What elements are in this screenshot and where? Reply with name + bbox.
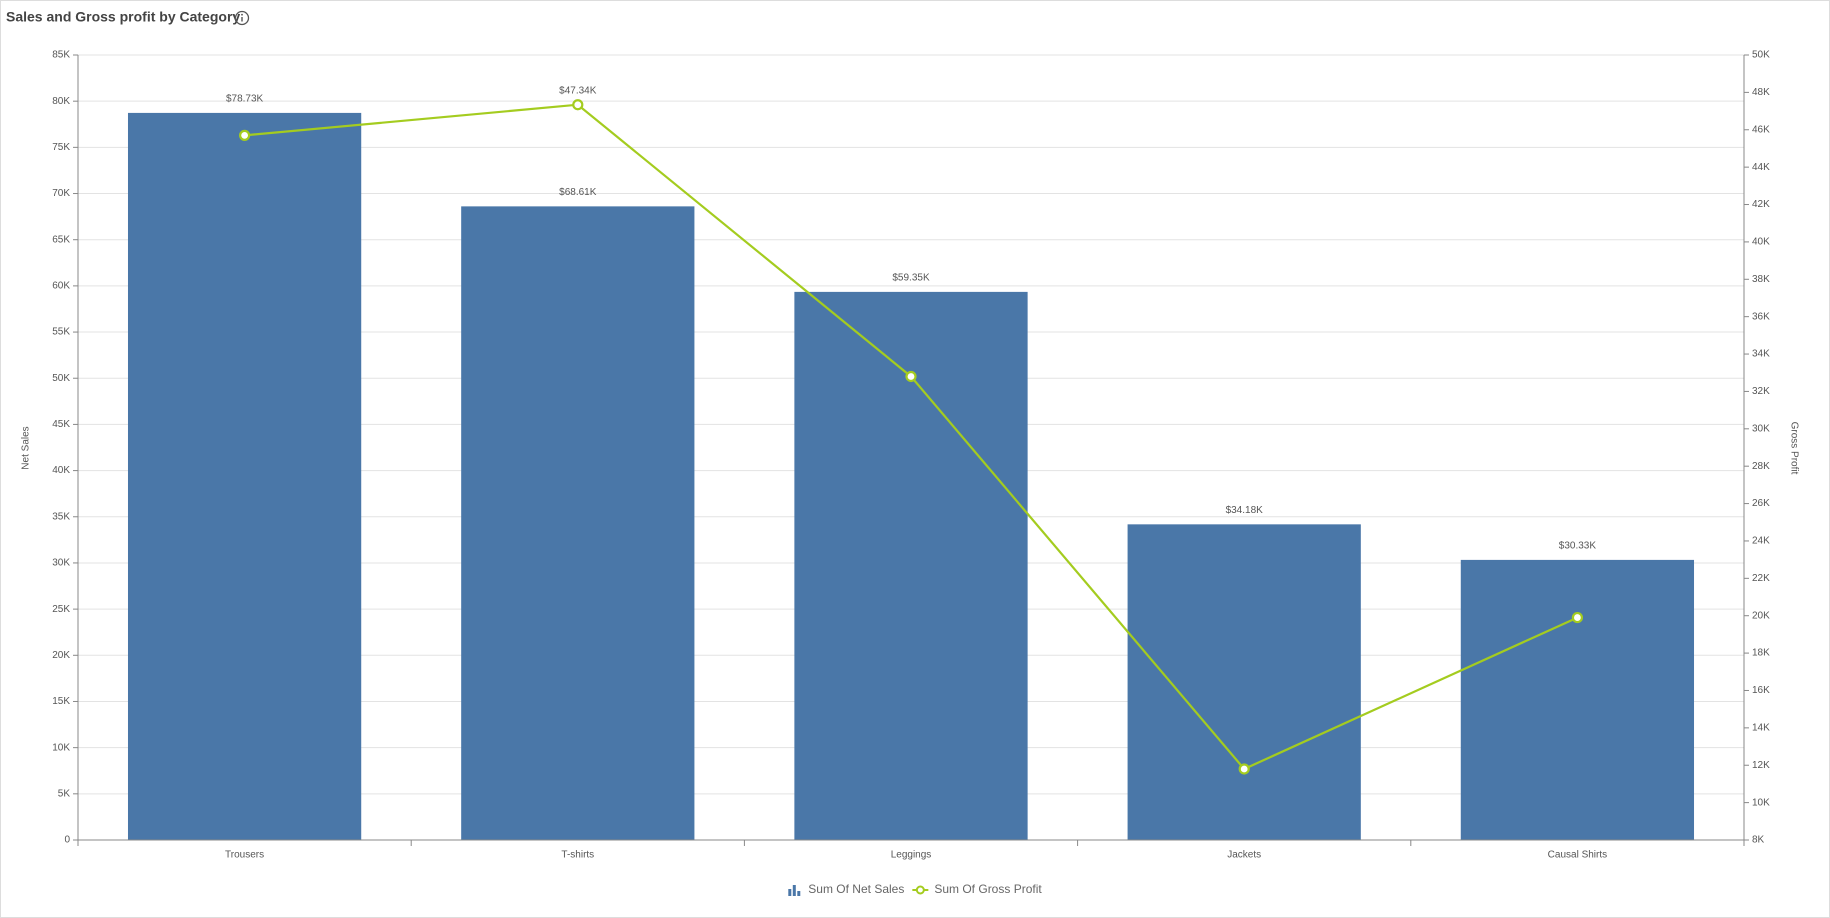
- y2-tick-label: 50K: [1752, 50, 1770, 61]
- y2-tick-label: 32K: [1752, 386, 1770, 397]
- y-tick-label: 80K: [52, 96, 70, 107]
- y-tick-label: 0: [64, 835, 70, 846]
- y2-tick-label: 40K: [1752, 237, 1770, 248]
- bar: [1460, 559, 1695, 840]
- y-tick-label: 15K: [52, 696, 70, 707]
- y2-tick-label: 26K: [1752, 498, 1770, 509]
- y-tick-label: 20K: [52, 650, 70, 661]
- legend-bar-icon: [797, 891, 801, 896]
- bar: [1127, 524, 1361, 840]
- y-tick-label: 60K: [52, 281, 70, 292]
- y2-tick-label: 12K: [1752, 760, 1770, 771]
- x-tick-label: Trousers: [225, 850, 264, 861]
- y2-tick-label: 20K: [1752, 610, 1770, 621]
- y2-tick-label: 48K: [1752, 87, 1770, 98]
- line-point: [239, 129, 251, 141]
- x-tick-label: Jackets: [1227, 850, 1261, 861]
- y-tick-label: 45K: [52, 419, 70, 430]
- y-axis-title: Net Sales: [21, 426, 32, 469]
- line-point: [905, 370, 917, 383]
- line-point: [1571, 611, 1584, 624]
- legend-item[interactable]: Sum Of Gross Profit: [912, 882, 1042, 896]
- y-tick-label: 10K: [52, 742, 70, 753]
- bar-value-label: $59.35K: [892, 273, 930, 284]
- y-tick-label: 70K: [52, 188, 70, 199]
- y2-tick-label: 28K: [1752, 461, 1770, 472]
- y-tick-label: 35K: [52, 511, 70, 522]
- legend-item[interactable]: Sum Of Net Sales: [788, 882, 904, 896]
- legend-label: Sum Of Net Sales: [808, 882, 904, 896]
- line-point: [572, 99, 584, 111]
- bar: [461, 206, 695, 841]
- y2-tick-label: 10K: [1752, 797, 1770, 808]
- y2-tick-label: 8K: [1752, 835, 1765, 846]
- line-point: [1238, 763, 1250, 775]
- x-tick-label: Causal Shirts: [1548, 850, 1607, 861]
- line-value-label: $47.34K: [559, 85, 597, 96]
- y-tick-label: 5K: [58, 788, 71, 799]
- bar: [127, 112, 362, 841]
- y-tick-label: 85K: [52, 50, 70, 61]
- y-tick-label: 55K: [52, 327, 70, 338]
- y2-tick-label: 36K: [1752, 311, 1770, 322]
- bar: [794, 291, 1028, 841]
- y2-tick-label: 46K: [1752, 124, 1770, 135]
- legend-bar-icon: [788, 889, 792, 896]
- y-tick-label: 50K: [52, 373, 70, 384]
- info-circle: [234, 10, 250, 26]
- legend-label: Sum Of Gross Profit: [934, 882, 1042, 896]
- legend: Sum Of Net Sales Sum Of Gross Profit: [788, 882, 1042, 896]
- bar-value-label: $68.61K: [559, 187, 597, 198]
- legend-marker-icon: [915, 885, 925, 895]
- y-tick-label: 40K: [52, 465, 70, 476]
- y-tick-label: 65K: [52, 234, 70, 245]
- y2-tick-label: 14K: [1752, 722, 1770, 733]
- x-tick-label: T-shirts: [561, 850, 594, 861]
- y2-tick-label: 16K: [1752, 685, 1770, 696]
- y2-tick-label: 24K: [1752, 536, 1770, 547]
- y2-tick-label: 38K: [1752, 274, 1770, 285]
- info-icon[interactable]: [234, 10, 250, 26]
- x-tick-label: Leggings: [891, 850, 932, 861]
- y-tick-label: 25K: [52, 604, 70, 615]
- y2-tick-label: 22K: [1752, 573, 1770, 584]
- bar-value-label: $30.33K: [1559, 541, 1597, 552]
- chart-title: Sales and Gross profit by Category: [6, 9, 240, 25]
- y2-tick-label: 34K: [1752, 349, 1770, 360]
- y2-tick-label: 18K: [1752, 648, 1770, 659]
- y2-tick-label: 42K: [1752, 199, 1770, 210]
- bar-value-label: $78.73K: [226, 94, 264, 105]
- legend-bar-icon: [792, 885, 796, 896]
- bar-value-label: $34.18K: [1226, 505, 1264, 516]
- y-tick-label: 30K: [52, 558, 70, 569]
- y2-tick-label: 30K: [1752, 423, 1770, 434]
- y2-axis-title: Gross Profit: [1788, 422, 1799, 475]
- info-dot: [241, 13, 243, 16]
- y2-tick-label: 44K: [1752, 162, 1770, 173]
- y-tick-label: 75K: [52, 142, 70, 153]
